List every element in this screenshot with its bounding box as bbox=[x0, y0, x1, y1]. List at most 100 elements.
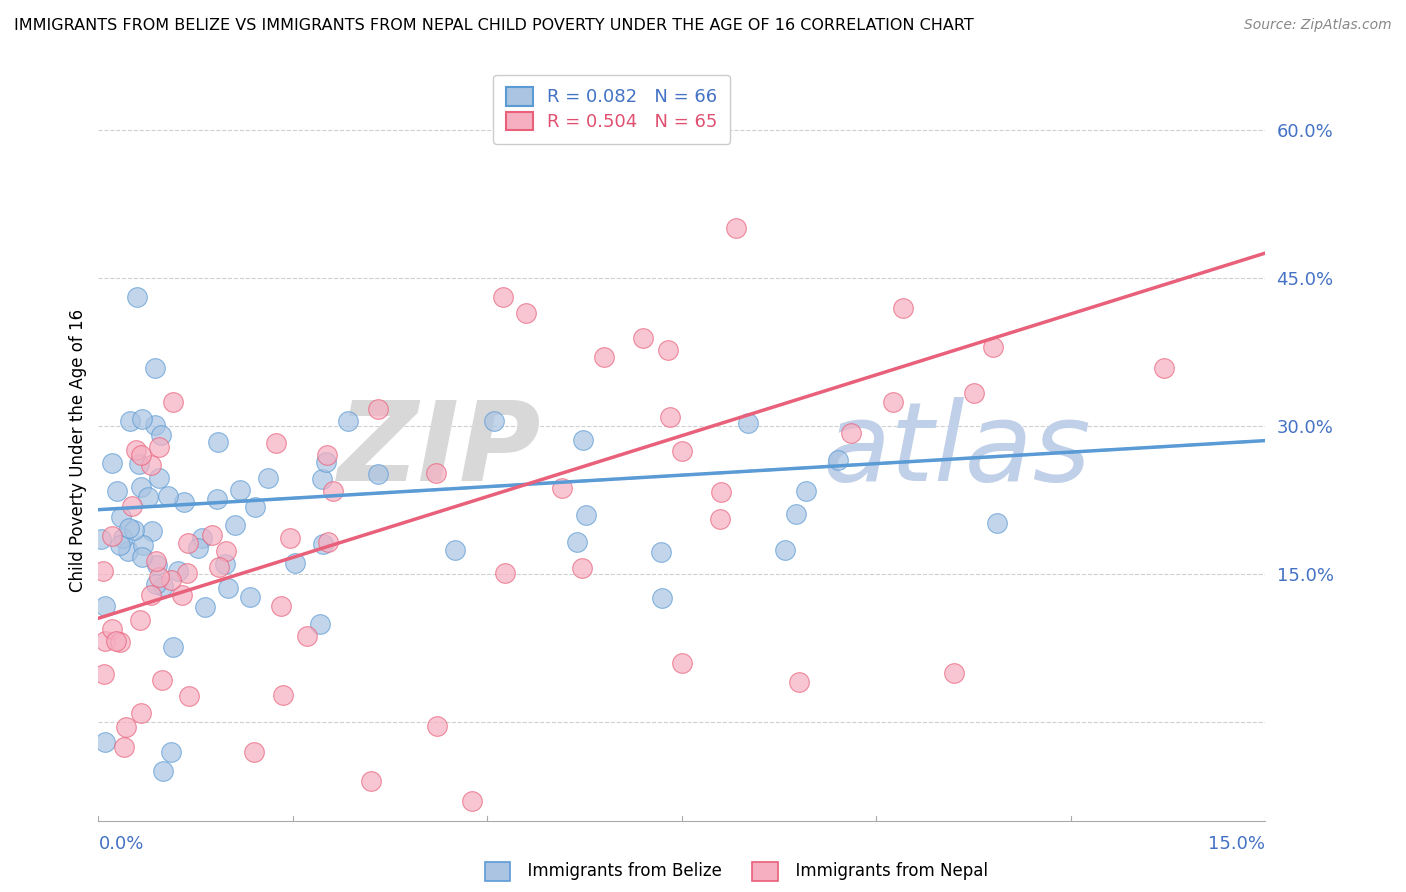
Point bbox=[177, 689, 200, 703]
Point bbox=[270, 599, 292, 613]
Point bbox=[145, 553, 167, 567]
Point bbox=[492, 290, 515, 304]
Point bbox=[575, 508, 598, 523]
Point bbox=[148, 570, 170, 584]
Point bbox=[145, 577, 167, 591]
Point bbox=[280, 531, 302, 545]
Point bbox=[101, 529, 124, 543]
Point bbox=[114, 740, 136, 755]
Point bbox=[115, 720, 138, 734]
Point bbox=[794, 483, 817, 498]
Point bbox=[308, 617, 330, 632]
Point bbox=[105, 633, 128, 648]
Point bbox=[461, 794, 484, 808]
Point bbox=[94, 599, 117, 613]
Point bbox=[565, 534, 588, 549]
Point bbox=[108, 538, 131, 552]
Point bbox=[571, 561, 593, 575]
Point bbox=[657, 343, 679, 358]
Point bbox=[94, 734, 117, 748]
Text: atlas: atlas bbox=[823, 397, 1091, 504]
Point bbox=[117, 544, 139, 558]
Point bbox=[120, 414, 142, 428]
Point bbox=[136, 491, 159, 505]
Point bbox=[162, 640, 184, 655]
Point bbox=[214, 557, 236, 571]
Point bbox=[166, 564, 188, 578]
Point bbox=[122, 523, 145, 537]
Point bbox=[159, 745, 181, 759]
Point bbox=[311, 472, 333, 486]
Point bbox=[284, 556, 307, 570]
Text: 15.0%: 15.0% bbox=[1208, 836, 1265, 854]
Point bbox=[173, 494, 195, 508]
Point bbox=[190, 531, 212, 545]
Point bbox=[177, 536, 200, 550]
Point bbox=[101, 622, 124, 636]
Point bbox=[425, 466, 447, 480]
Point bbox=[785, 507, 807, 521]
Point bbox=[631, 331, 654, 345]
Point bbox=[367, 467, 389, 481]
Point bbox=[156, 489, 179, 503]
Point bbox=[316, 448, 339, 462]
Point bbox=[243, 745, 266, 759]
Point bbox=[787, 675, 810, 690]
Point bbox=[515, 305, 537, 319]
Point bbox=[593, 351, 616, 365]
Point bbox=[318, 535, 340, 549]
Point bbox=[943, 665, 966, 680]
Point bbox=[257, 471, 280, 485]
Point bbox=[217, 582, 239, 596]
Text: Source: ZipAtlas.com: Source: ZipAtlas.com bbox=[1244, 18, 1392, 32]
Point bbox=[132, 538, 155, 552]
Point bbox=[224, 518, 246, 533]
Point bbox=[650, 544, 672, 558]
Point bbox=[725, 221, 748, 235]
Point bbox=[170, 588, 193, 602]
Point bbox=[150, 428, 173, 442]
Point bbox=[207, 560, 229, 574]
Point bbox=[94, 633, 117, 648]
Point bbox=[205, 491, 228, 506]
Point bbox=[105, 483, 128, 498]
Point bbox=[710, 485, 733, 500]
Point bbox=[659, 409, 682, 424]
Point bbox=[315, 455, 337, 469]
Point bbox=[129, 448, 152, 462]
Point bbox=[108, 635, 131, 649]
Point bbox=[148, 440, 170, 454]
Point bbox=[367, 401, 389, 416]
Point bbox=[131, 550, 153, 565]
Point bbox=[709, 512, 731, 526]
Point bbox=[129, 706, 152, 720]
Text: 0.0%: 0.0% bbox=[98, 836, 143, 854]
Point bbox=[981, 340, 1004, 354]
Point bbox=[152, 764, 174, 779]
Point bbox=[443, 543, 465, 558]
Point bbox=[143, 418, 166, 433]
Point bbox=[963, 385, 986, 400]
Point bbox=[229, 483, 252, 497]
Point bbox=[651, 591, 673, 605]
Point bbox=[150, 673, 173, 688]
Point bbox=[152, 579, 174, 593]
Point bbox=[1153, 360, 1175, 375]
Point bbox=[775, 542, 797, 557]
Point bbox=[193, 599, 215, 614]
Point bbox=[111, 531, 134, 545]
Point bbox=[827, 453, 849, 467]
Point bbox=[121, 499, 143, 513]
Point bbox=[90, 532, 112, 546]
Point bbox=[215, 544, 238, 558]
Point bbox=[129, 479, 152, 493]
Point bbox=[91, 564, 114, 578]
Point bbox=[671, 656, 693, 670]
Legend: R = 0.082   N = 66, R = 0.504   N = 65: R = 0.082 N = 66, R = 0.504 N = 65 bbox=[494, 75, 731, 144]
Point bbox=[737, 416, 759, 430]
Point bbox=[110, 510, 132, 524]
Point bbox=[127, 290, 149, 304]
Point bbox=[141, 524, 163, 538]
Point bbox=[139, 458, 162, 473]
Text: Immigrants from Belize: Immigrants from Belize bbox=[517, 863, 723, 880]
